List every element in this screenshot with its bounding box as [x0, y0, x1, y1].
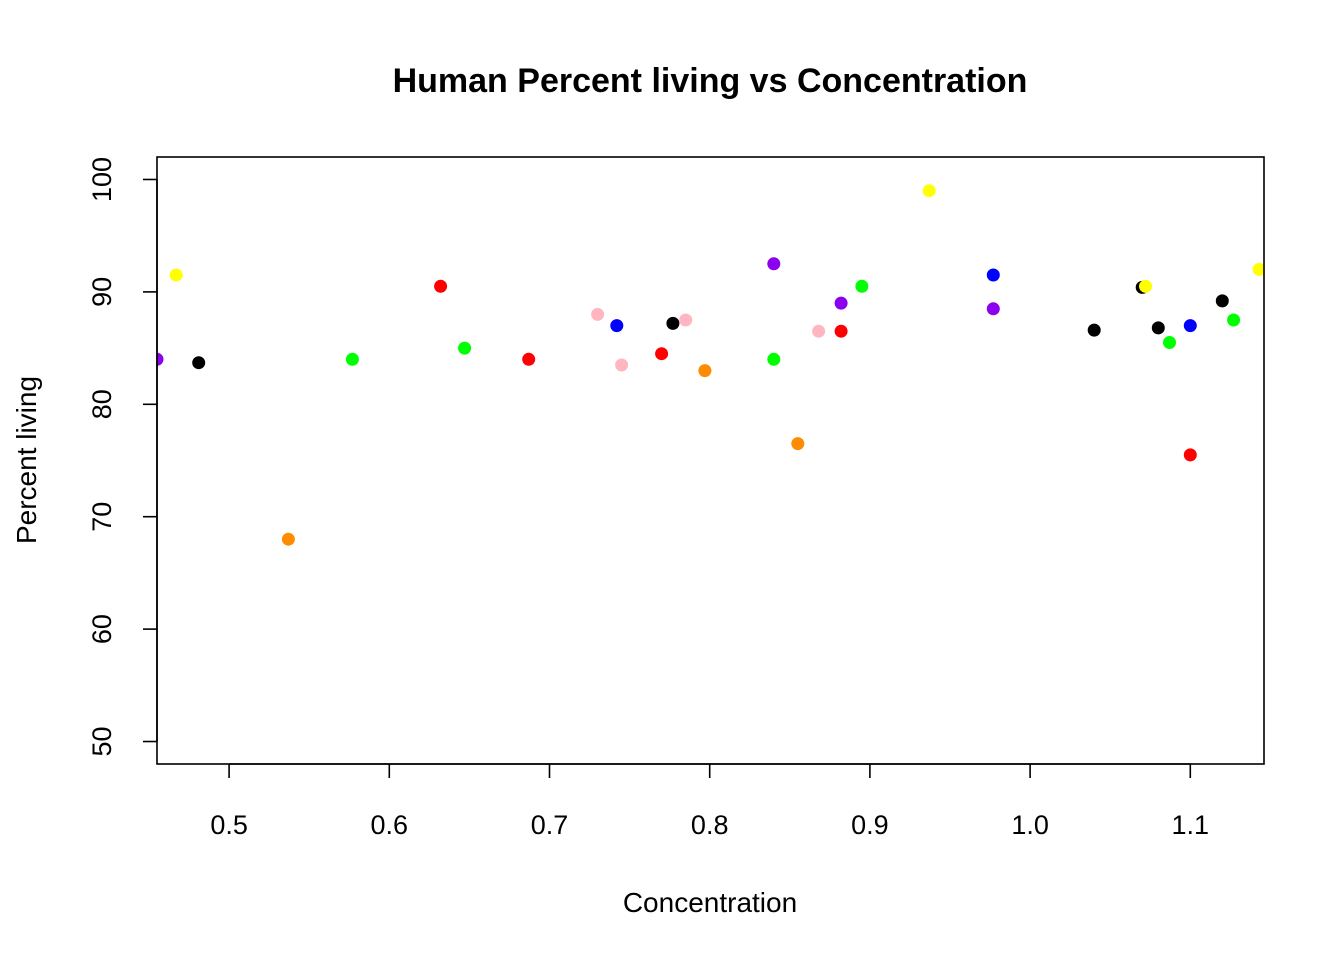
y-tick-label: 60 — [87, 614, 117, 644]
data-point — [1151, 321, 1165, 335]
plot-region — [156, 156, 1265, 765]
data-point — [157, 352, 164, 366]
data-point — [1087, 323, 1101, 337]
x-tick-label: 0.8 — [691, 810, 729, 840]
data-point — [834, 296, 848, 310]
data-point — [834, 324, 848, 338]
data-point — [767, 352, 781, 366]
x-axis: 0.5 0.6 0.7 0.8 0.9 1.0 1.1 — [210, 763, 1210, 840]
data-point — [655, 347, 669, 361]
x-tick-label: 0.7 — [531, 810, 569, 840]
chart-title: Human Percent living vs Concentration — [393, 62, 1028, 100]
y-tick-label: 90 — [87, 277, 117, 307]
y-axis-label: Percent living — [11, 376, 42, 544]
data-point — [698, 364, 712, 378]
x-tick-label: 0.6 — [371, 810, 409, 840]
data-point — [615, 358, 629, 372]
data-point — [1183, 448, 1197, 462]
x-tick-label: 1.1 — [1172, 810, 1210, 840]
data-point — [610, 319, 624, 333]
data-point — [1215, 294, 1229, 308]
data-point — [812, 324, 826, 338]
data-point — [522, 352, 536, 366]
data-point — [281, 532, 295, 546]
x-axis-label: Concentration — [623, 887, 797, 918]
data-point — [1163, 336, 1176, 349]
y-tick-label: 80 — [87, 389, 117, 419]
y-axis: 50 60 70 80 90 100 — [87, 157, 158, 757]
data-point — [1183, 319, 1197, 333]
data-point — [1227, 313, 1241, 327]
y-tick-label: 70 — [87, 502, 117, 532]
data-point — [666, 316, 680, 330]
data-point — [986, 268, 1000, 282]
data-point — [986, 302, 1000, 316]
x-tick-label: 0.5 — [210, 810, 248, 840]
x-tick-label: 0.9 — [851, 810, 889, 840]
points-layer — [157, 184, 1264, 546]
data-point — [345, 352, 359, 366]
data-point — [1252, 262, 1264, 276]
y-tick-label: 100 — [87, 157, 117, 202]
data-point — [458, 341, 472, 355]
plot-frame — [156, 156, 1265, 765]
data-point — [679, 313, 693, 327]
data-point — [767, 257, 781, 271]
data-point — [169, 268, 183, 282]
data-point — [1139, 279, 1152, 293]
x-tick-label: 1.0 — [1011, 810, 1049, 840]
y-tick-label: 50 — [87, 726, 117, 756]
data-point — [591, 307, 605, 321]
data-point — [791, 437, 805, 451]
data-point — [192, 356, 206, 370]
data-point — [434, 279, 448, 293]
data-point — [855, 279, 869, 293]
data-point — [922, 184, 936, 198]
